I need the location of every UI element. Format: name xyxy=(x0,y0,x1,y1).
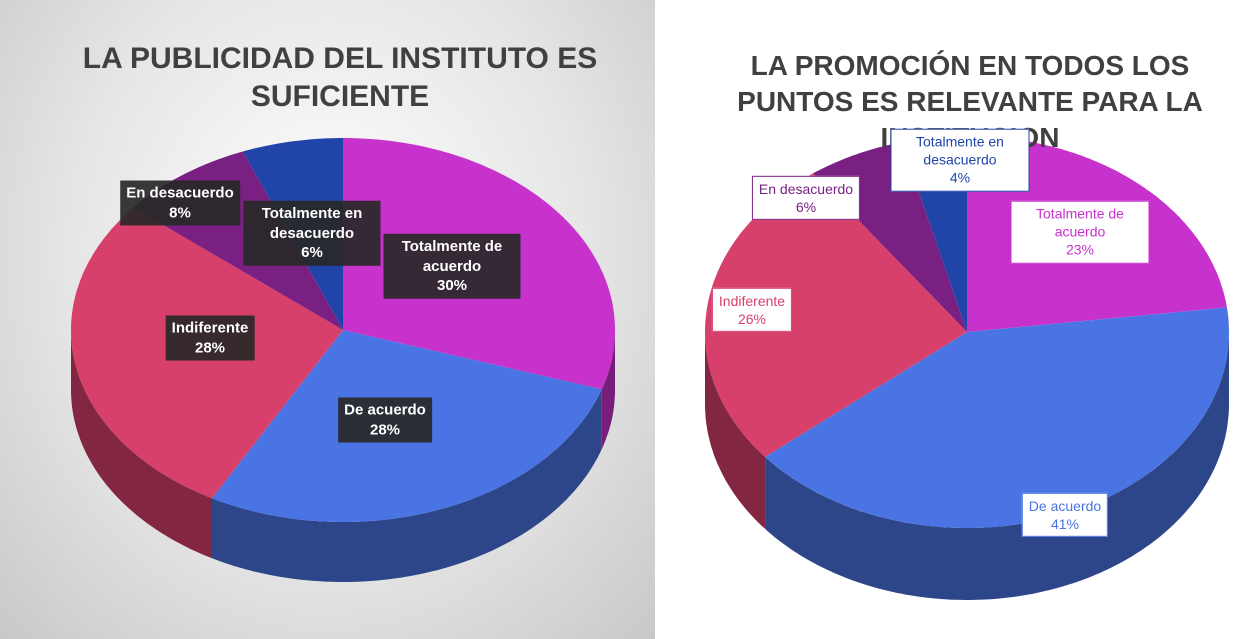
label-value: 6% xyxy=(795,199,817,215)
label-value: 41% xyxy=(1050,516,1080,532)
slice-side xyxy=(601,330,615,450)
label-value: 6% xyxy=(301,243,323,261)
label-value: 8% xyxy=(169,204,191,221)
slice-side xyxy=(705,332,766,529)
label-category: En desacuerdo xyxy=(758,180,854,197)
label-value: 26% xyxy=(737,311,767,327)
data-label: En desacuerdo 8% xyxy=(120,180,240,226)
data-label: En desacuerdo 6% xyxy=(751,175,861,221)
data-label: Indiferente 28% xyxy=(165,315,255,361)
label-category: Totalmente de acuerdo xyxy=(401,237,503,275)
slice-side xyxy=(71,330,212,559)
data-label: Totalmente de acuerdo 23% xyxy=(1010,200,1150,264)
slice-side xyxy=(765,332,1229,600)
label-category: Totalmente en desacuerdo xyxy=(916,133,1004,168)
label-category: Indiferente xyxy=(171,319,249,337)
label-value: 23% xyxy=(1065,242,1095,259)
label-value: 28% xyxy=(194,339,226,356)
label-category: Indiferente xyxy=(718,292,786,309)
data-label: De acuerdo 28% xyxy=(338,397,432,443)
data-label: Totalmente en desacuerdo 6% xyxy=(243,200,381,266)
slice-side xyxy=(212,389,602,582)
slice xyxy=(765,307,1229,528)
label-category: De acuerdo xyxy=(1028,497,1102,514)
label-category: Totalmente en desacuerdo xyxy=(261,204,363,242)
label-category: En desacuerdo xyxy=(126,184,234,202)
label-value: 30% xyxy=(436,276,468,294)
label-value: 28% xyxy=(369,421,401,438)
slice xyxy=(705,173,967,457)
data-label: Indiferente 26% xyxy=(711,287,793,333)
data-label: Totalmente de acuerdo 30% xyxy=(383,233,521,299)
data-label: De acuerdo 41% xyxy=(1021,492,1109,538)
data-label: Totalmente en desacuerdo 4% xyxy=(890,128,1030,192)
chart-title: LA PUBLICIDAD DEL INSTITUTO ES SUFICIENT… xyxy=(82,42,598,113)
label-category: De acuerdo xyxy=(344,401,426,419)
label-value: 4% xyxy=(949,170,971,187)
label-category: Totalmente de acuerdo xyxy=(1036,205,1124,240)
